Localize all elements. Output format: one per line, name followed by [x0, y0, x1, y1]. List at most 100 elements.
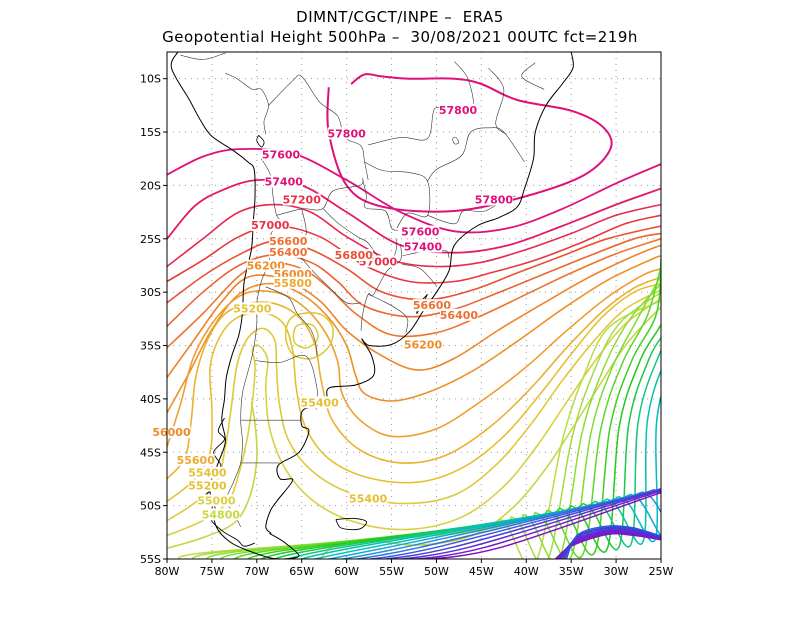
lon-tick-label: 75W	[199, 565, 224, 578]
contour-label-bg	[282, 193, 321, 206]
border-argentina-brazil-uruguay	[360, 244, 402, 331]
contour-label-bg	[269, 245, 308, 258]
contour-54800-w	[167, 401, 258, 550]
contour-low-19	[421, 147, 661, 559]
lon-tick-label: 70W	[244, 565, 269, 578]
contour-label-bg	[300, 396, 339, 409]
contour-label-bg	[412, 299, 451, 312]
lon-tick-label: 30W	[604, 565, 629, 578]
contour-label: 55400	[301, 396, 340, 409]
contour-label-bg	[262, 148, 301, 161]
map-frame	[166, 51, 662, 560]
lat-tick-label: 55S	[140, 553, 161, 566]
contour-low-18	[406, 155, 661, 559]
contour-57400	[167, 178, 661, 254]
contour-57600	[167, 147, 661, 234]
contour-low-13	[338, 198, 661, 559]
contour-low-10	[298, 223, 661, 559]
contour-label: 57800	[439, 104, 478, 117]
contour-label-bg	[401, 225, 440, 238]
state-border	[364, 161, 431, 229]
contour-label-bg	[334, 249, 373, 262]
contour-label: 57800	[327, 127, 366, 140]
lat-tick-label: 25S	[140, 233, 161, 246]
border-uruguay-brazil	[368, 294, 409, 333]
contour-label: 57400	[265, 175, 304, 188]
contour-labels: 5780057800578005760057600574005740057200…	[152, 103, 514, 521]
lat-tick-label: 40S	[140, 393, 161, 406]
contour-label-bg	[176, 453, 215, 466]
map-title-line2: Geopotential Height 500hPa – 30/08/2021 …	[162, 28, 638, 46]
state-border	[427, 127, 525, 182]
contour-label: 57400	[404, 240, 443, 253]
lon-tick-label: 45W	[469, 565, 494, 578]
lat-tick-label: 10S	[140, 73, 161, 86]
contour-label-bg	[439, 103, 478, 116]
contour-56400	[167, 238, 661, 349]
lon-tick-label: 80W	[155, 565, 180, 578]
contour-low-8	[272, 240, 661, 559]
contour-label: 55600	[177, 454, 216, 467]
border-paraguay-argentina	[323, 208, 398, 265]
contour-label-bg	[201, 508, 240, 521]
lon-tick-label: 25W	[649, 565, 674, 578]
contour-label: 55800	[274, 277, 313, 290]
contour-55000-loop	[292, 323, 319, 349]
lat-tick-label: 30S	[140, 286, 161, 299]
contour-label: 56600	[269, 235, 308, 248]
lat-tick-label: 35S	[140, 340, 161, 353]
contour-label: 57800	[475, 193, 514, 206]
contour-label: 56800	[335, 249, 374, 262]
contour-low-16	[378, 172, 661, 559]
contour-low-2	[192, 291, 661, 559]
contour-lines	[167, 73, 661, 559]
contour-56800	[167, 225, 661, 304]
contour-label-bg	[152, 426, 191, 439]
contour-label: 56400	[440, 309, 479, 322]
contour-low-15	[365, 181, 661, 559]
state-border	[488, 67, 507, 135]
lat-tick-label: 15S	[140, 126, 161, 139]
contour-label-bg	[349, 492, 388, 505]
contour-low-7	[259, 249, 661, 559]
contour-label-bg	[251, 219, 290, 232]
border-peru-bolivia	[225, 73, 269, 135]
contour-label: 55000	[197, 494, 236, 507]
contour-57000	[167, 214, 661, 284]
lat-tick-label: 20S	[140, 179, 161, 192]
contour-low-17	[392, 164, 661, 559]
contour-label-bg	[403, 338, 442, 351]
border-bolivia-south	[276, 177, 364, 216]
lake-titicaca	[256, 135, 265, 148]
contour-low-5	[232, 266, 661, 559]
contour-label: 55400	[349, 492, 388, 505]
falkland-islands	[335, 517, 367, 531]
lon-tick-label: 50W	[424, 565, 449, 578]
province-border	[254, 354, 318, 410]
province-border	[265, 286, 318, 357]
map-title-line1: DIMNT/CGCT/INPE – ERA5	[296, 8, 504, 26]
contour-low-14	[351, 189, 661, 559]
contour-56600	[167, 232, 661, 327]
contour-label-bg	[327, 127, 366, 140]
contour-label: 56200	[404, 339, 443, 352]
contour-label-bg	[188, 466, 227, 479]
contour-57800	[326, 73, 613, 213]
coastline-borders	[170, 52, 574, 559]
contour-label-bg	[474, 193, 513, 206]
contour-low-12	[324, 206, 661, 559]
contour-label-bg	[273, 276, 312, 289]
contour-label-bg	[403, 240, 442, 253]
state-border	[402, 264, 437, 287]
pacific-coastline	[170, 52, 284, 559]
border-paraguay-brazil	[362, 180, 398, 231]
contour-55200-loop	[284, 312, 334, 360]
contour-55600	[167, 276, 661, 480]
contour-label: 57000	[251, 219, 290, 232]
contour-label-bg	[439, 308, 478, 321]
contour-label: 54800	[202, 508, 241, 521]
contour-label-bg	[269, 235, 308, 248]
contour-label: 55400	[188, 467, 227, 480]
contour-label-bg	[233, 302, 272, 315]
